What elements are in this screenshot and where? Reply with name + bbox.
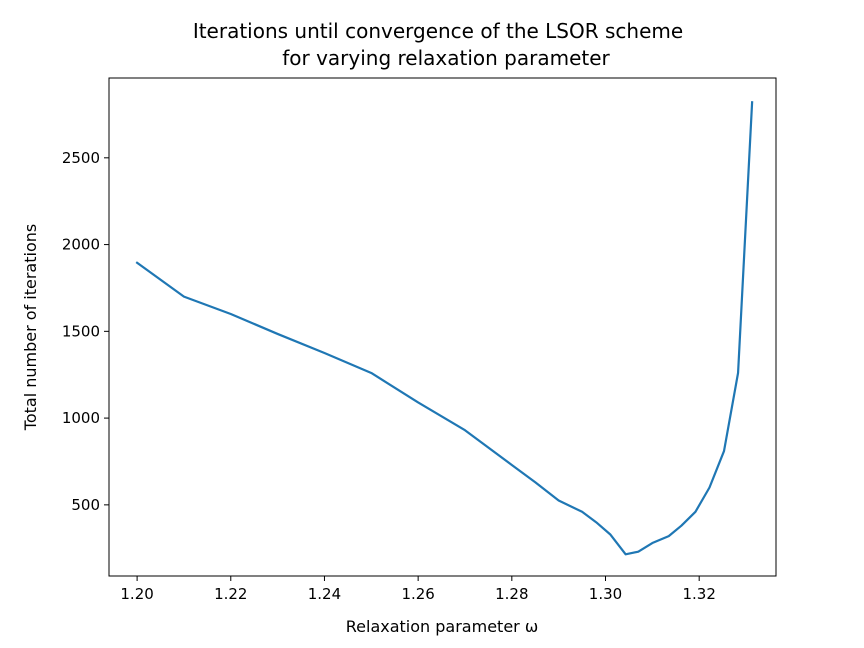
- x-tick-label: 1.26: [401, 585, 434, 603]
- y-tick-label: 2000: [62, 236, 100, 254]
- y-axis-label: Total number of iterations: [21, 224, 40, 431]
- x-tick-label: 1.20: [120, 585, 153, 603]
- y-tick-label: 1000: [62, 409, 100, 427]
- x-tick-label: 1.22: [214, 585, 247, 603]
- series-line-0: [135, 101, 754, 556]
- x-tick-label: 1.32: [682, 585, 715, 603]
- x-tick-label: 1.28: [495, 585, 528, 603]
- axes-frame: [108, 77, 777, 577]
- y-tick-label: 500: [71, 496, 100, 514]
- y-tick-label: 2500: [62, 149, 100, 167]
- x-tick-label: 1.24: [308, 585, 341, 603]
- y-tick-label: 1500: [62, 322, 100, 340]
- chart-subtitle: for varying relaxation parameter: [282, 46, 610, 70]
- x-tick-label: 1.30: [589, 585, 622, 603]
- chart-title: Iterations until convergence of the LSOR…: [193, 19, 683, 43]
- x-axis-label: Relaxation parameter ω: [346, 617, 538, 636]
- plot-area: 1.20 1.22 1.24 1.26 1.28 1.30 1.32 500 1000 1500 2…: [62, 77, 777, 603]
